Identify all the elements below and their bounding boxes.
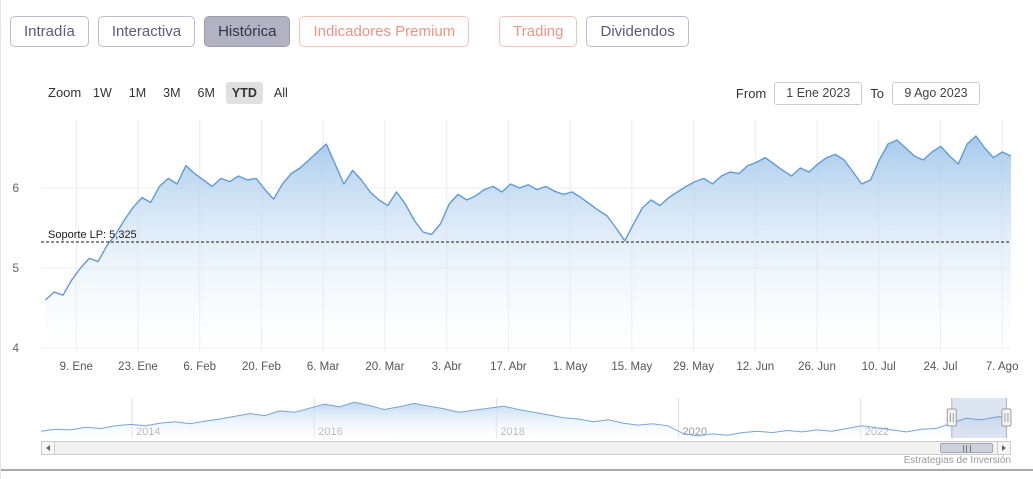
x-axis-label: 1. May (553, 361, 588, 373)
x-axis-label: 17. Abr (490, 361, 527, 373)
x-axis-label: 20. Mar (365, 361, 404, 373)
x-axis-label: 20. Feb (242, 361, 281, 373)
x-axis-label: 29. May (673, 361, 714, 373)
date-range-controls: From To (736, 80, 980, 106)
y-axis-label: 4 (12, 341, 19, 355)
scrollbar[interactable] (41, 441, 1011, 455)
to-date-input[interactable] (892, 81, 980, 105)
support-line-label: Soporte LP: 5,325 (48, 229, 137, 241)
tab-historica[interactable]: Histórica (204, 16, 291, 47)
price-line (44, 135, 1012, 301)
navigator-area (41, 402, 1011, 438)
zoom-button-6m[interactable]: 6M (197, 86, 215, 100)
tab-intradia[interactable]: Intradía (10, 16, 89, 47)
scrollbar-left-arrow[interactable] (41, 441, 55, 455)
scrollbar-thumb[interactable] (940, 443, 993, 453)
bottom-divider (1, 469, 1033, 471)
tab-trading[interactable]: Trading (499, 16, 578, 47)
y-axis-label: 6 (12, 181, 19, 195)
tab-dividendos[interactable]: Dividendos (586, 16, 689, 47)
zoom-button-3m[interactable]: 3M (163, 86, 181, 100)
zoom-button-ytd[interactable]: YTD (225, 82, 263, 104)
price-chart[interactable]: 9. Ene 23. Ene 6. Feb 20. Feb 6. Mar 20. Mar 3… (1, 106, 1033, 376)
zoom-button-1m[interactable]: 1M (128, 86, 147, 100)
price-chart-svg: 9. Ene 23. Ene 6. Feb 20. Feb 6. Mar 20. Mar 3… (12, 120, 1019, 373)
navigator-handle-left[interactable] (946, 408, 957, 427)
navigator-svg: 20142016201820202022 (40, 398, 1012, 438)
watermark-credit: Estrategias de Inversión (903, 455, 1011, 466)
grip-icon (962, 444, 971, 452)
tab-interactiva[interactable]: Interactiva (97, 16, 196, 47)
to-label: To (870, 85, 884, 101)
navigator-line (40, 401, 1012, 437)
x-axis-label: 12. Jun (736, 361, 774, 373)
tab-indicadores-premium[interactable]: Indicadores Premium (299, 16, 470, 47)
x-axis-label: 15. May (611, 361, 652, 373)
from-label: From (735, 85, 767, 101)
navigator-handle-right[interactable] (1001, 408, 1012, 427)
x-axis-label: 23. Ene (118, 361, 158, 373)
right-triangle-icon (1002, 445, 1006, 451)
x-axis-label: 10. Jul (862, 361, 896, 373)
scrollbar-track[interactable] (55, 441, 997, 455)
price-area (45, 136, 1011, 352)
navigator[interactable]: 20142016201820202022 (1, 394, 1033, 444)
x-axis-label: 24. Jul (924, 361, 958, 373)
x-axis-label: 6. Feb (183, 361, 216, 373)
x-axis-label: 3. Abr (432, 361, 462, 373)
zoom-button-group: 1W 1M 3M 6M YTD All (87, 80, 294, 106)
tab-bar: Intradía Interactiva Histórica Indicadores … (10, 16, 689, 47)
scrollbar-right-arrow[interactable] (997, 441, 1011, 455)
x-axis-label: 26. Jun (798, 361, 836, 373)
x-axis-label: 9. Ene (60, 361, 93, 373)
navigator-selection[interactable] (951, 398, 1007, 438)
x-axis-label: 6. Mar (307, 361, 340, 373)
zoom-button-1w[interactable]: 1W (93, 86, 112, 100)
x-axis-label: 7. Ago (986, 361, 1019, 373)
y-axis-label: 5 (12, 261, 19, 275)
zoom-button-all[interactable]: All (273, 86, 288, 100)
left-triangle-icon (46, 445, 50, 451)
from-date-input[interactable] (774, 81, 863, 105)
zoom-label: Zoom (48, 85, 82, 100)
chart-toolbar: Zoom 1W 1M 3M 6M YTD All From To (1, 80, 1033, 106)
